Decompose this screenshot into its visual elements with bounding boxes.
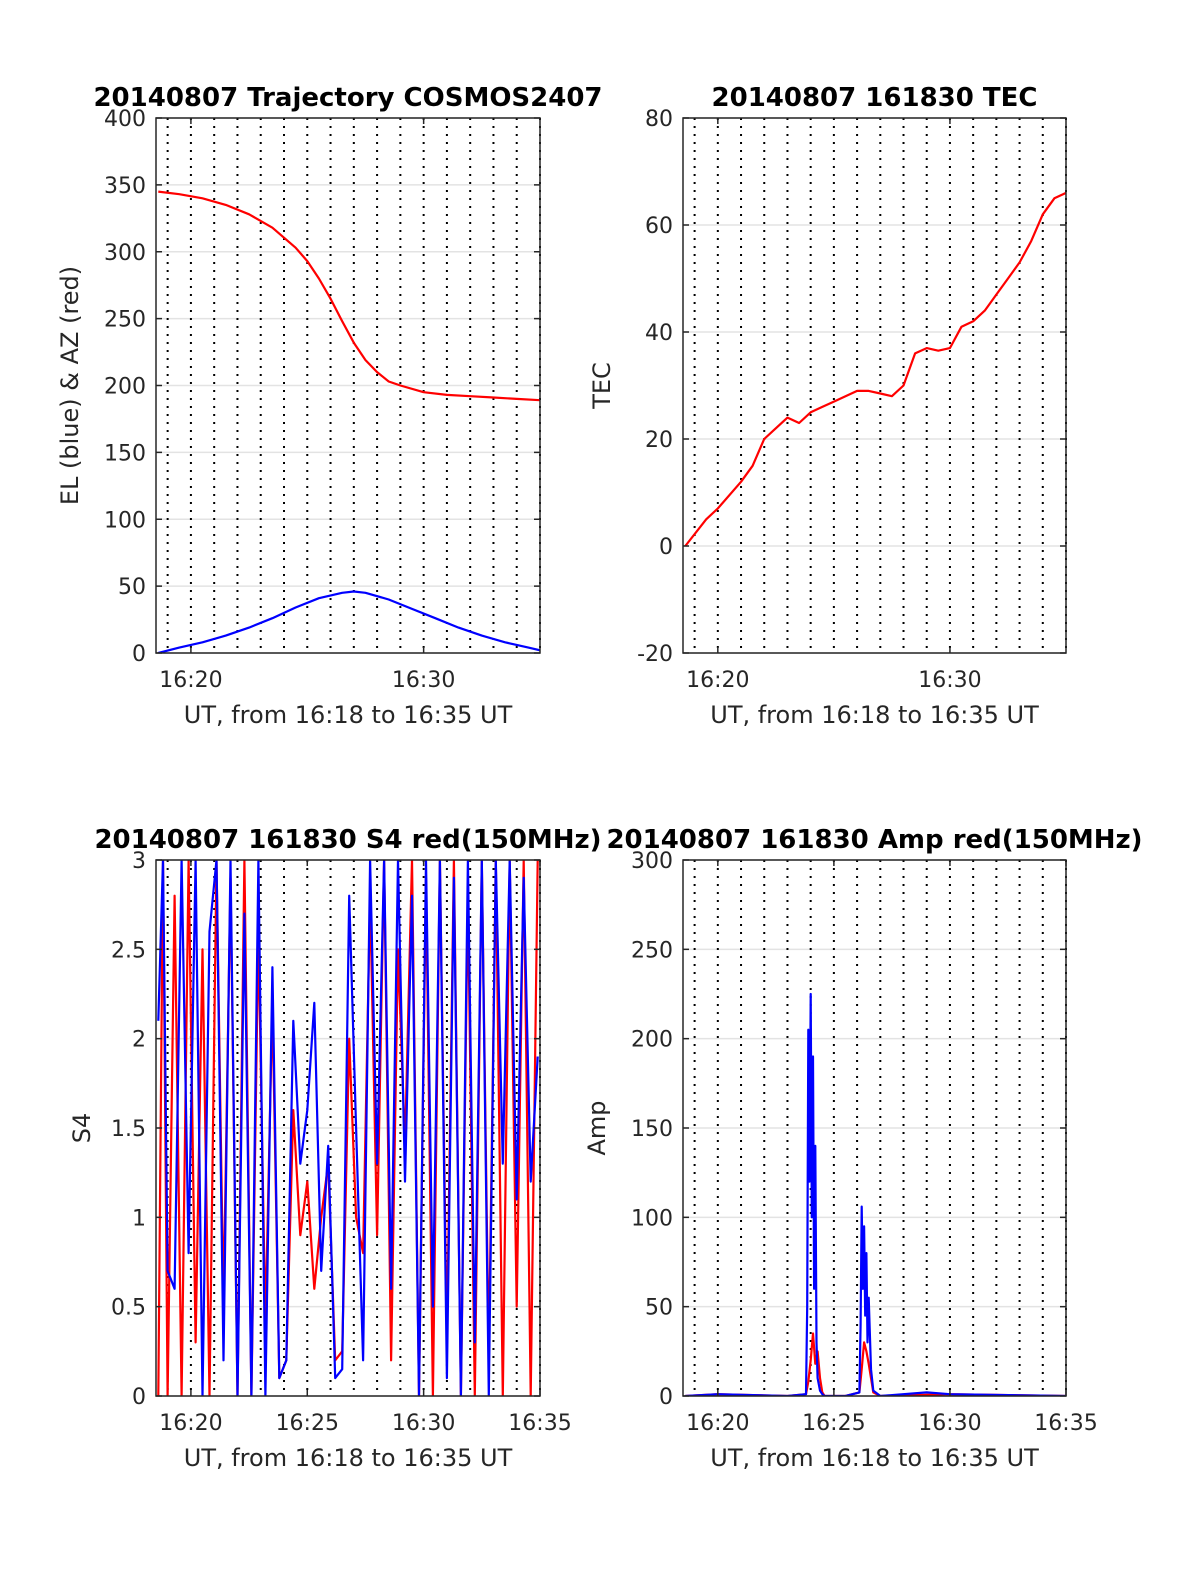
y-tick-label: 300 [104, 241, 146, 266]
y-tick-label: 150 [104, 441, 146, 466]
y-tick-label: 0 [659, 535, 673, 560]
y-tick-label: 250 [104, 308, 146, 333]
x-tick-label: 16:20 [686, 1411, 749, 1436]
y-tick-label: 200 [104, 375, 146, 400]
y-tick-label: 400 [104, 107, 146, 132]
series-line-1 [685, 992, 1066, 1396]
chart-title: 20140807 161830 TEC [712, 83, 1038, 113]
panel-amp: 0 50 100 150 200 250 300 16:20 16:25 16:30 16:35 20… [583, 825, 1143, 1472]
x-tick-label: 16:25 [802, 1411, 865, 1436]
y-axis-label: TEC [588, 362, 616, 410]
y-tick-label: 300 [631, 849, 673, 874]
panel-tec: -20 0 20 40 60 80 16:20 16:30 20140807 161830 TE… [588, 83, 1067, 729]
panel-s4: 0 0.5 1 1.5 2 2.5 3 16:20 16:25 16:30 16:35 2014080… [68, 825, 602, 1472]
y-tick-label: 100 [631, 1206, 673, 1231]
y-tick-label: 80 [645, 107, 673, 132]
y-tick-label: 100 [104, 508, 146, 533]
y-tick-label: 0 [659, 1385, 673, 1410]
y-tick-label: 20 [645, 428, 673, 453]
chart-title: 20140807 161830 Amp red(150MHz) [606, 825, 1142, 855]
x-tick-label: 16:25 [276, 1411, 339, 1436]
y-tick-label: 0.5 [111, 1296, 146, 1321]
x-tick-label: 16:35 [1034, 1411, 1097, 1436]
series-line-0 [685, 1332, 1066, 1396]
y-tick-label: 0 [132, 1385, 146, 1410]
x-axis-label: UT, from 16:18 to 16:35 UT [184, 1444, 513, 1472]
axes-box [682, 117, 1067, 654]
panel-trajectory: 0 50 100 150 200 250 300 350 400 16:20 16:30 201408… [56, 83, 603, 729]
x-tick-label: 16:20 [159, 1411, 222, 1436]
x-axis-label: UT, from 16:18 to 16:35 UT [710, 701, 1039, 729]
x-tick-label: 16:35 [508, 1411, 571, 1436]
y-tick-label: 0 [132, 642, 146, 667]
x-axis-label: UT, from 16:18 to 16:35 UT [184, 701, 513, 729]
x-tick-label: 16:20 [159, 668, 222, 693]
x-tick-label: 16:30 [392, 668, 455, 693]
y-tick-label: 1 [132, 1206, 146, 1231]
y-axis-label: EL (blue) & AZ (red) [56, 266, 84, 505]
y-tick-label: 350 [104, 174, 146, 199]
y-tick-label: 3 [132, 849, 146, 874]
y-axis-label: S4 [68, 1113, 96, 1144]
y-tick-label: 250 [631, 938, 673, 963]
x-tick-label: 16:30 [918, 1411, 981, 1436]
series-line-1 [158, 590, 540, 653]
x-tick-label: 16:30 [918, 668, 981, 693]
y-tick-label: 150 [631, 1117, 673, 1142]
x-tick-label: 16:30 [392, 1411, 455, 1436]
y-tick-label: 60 [645, 214, 673, 239]
series-line-0 [158, 190, 540, 402]
y-tick-label: 2 [132, 1028, 146, 1053]
x-tick-label: 16:20 [686, 668, 749, 693]
y-tick-label: 1.5 [111, 1117, 146, 1142]
series-line-0 [684, 191, 1066, 547]
series-line-1 [157, 860, 539, 1396]
y-tick-label: 50 [645, 1296, 673, 1321]
x-axis-label: UT, from 16:18 to 16:35 UT [710, 1444, 1039, 1472]
y-tick-label: 50 [118, 575, 146, 600]
y-tick-label: 2.5 [111, 938, 146, 963]
y-axis-label: Amp [583, 1100, 611, 1155]
chart-title: 20140807 Trajectory COSMOS2407 [93, 83, 602, 113]
y-tick-label: 200 [631, 1028, 673, 1053]
y-tick-label: 40 [645, 321, 673, 346]
chart-title: 20140807 161830 S4 red(150MHz) [94, 825, 601, 855]
y-tick-label: -20 [637, 642, 673, 667]
